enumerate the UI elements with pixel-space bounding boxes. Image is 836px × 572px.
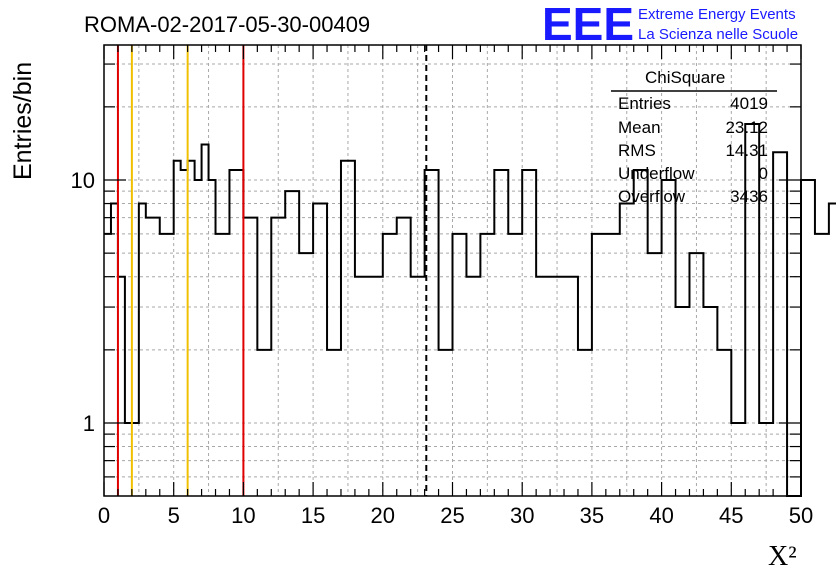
x-tick-label: 25 (440, 503, 464, 528)
stats-label: RMS (618, 141, 656, 160)
x-tick-label: 5 (168, 503, 180, 528)
histogram-series (104, 123, 836, 497)
stats-title: ChiSquare (645, 68, 725, 87)
x-tick-label: 35 (580, 503, 604, 528)
stats-value: 23.12 (725, 118, 768, 137)
logo-eee: EEE (542, 0, 634, 50)
chart-title: ROMA-02-2017-05-30-00409 (84, 12, 370, 37)
x-axis-label: X² (768, 541, 797, 572)
x-tick-label: 45 (719, 503, 743, 528)
stats-value: 14.31 (725, 141, 768, 160)
y-tick-label: 10 (71, 168, 95, 193)
logo-line-2: La Scienza nelle Scuole (638, 26, 798, 43)
logo-line-1: Extreme Energy Events (638, 6, 796, 23)
stats-label: Entries (618, 94, 671, 113)
stats-box: ChiSquare Entries 4019 Mean 23.12 RMS 14… (611, 68, 777, 206)
y-tick-label: 1 (83, 411, 95, 436)
stats-label: Overflow (618, 187, 686, 206)
logo: EEE Extreme Energy Events La Scienza nel… (542, 0, 798, 50)
x-tick-label: 10 (231, 503, 255, 528)
x-tick-label: 30 (510, 503, 534, 528)
x-tick-label: 20 (371, 503, 395, 528)
marker-lines (116, 45, 428, 496)
stats-value: 3436 (730, 187, 768, 206)
x-tick-label: 15 (301, 503, 325, 528)
y-axis-label: Entries/bin (9, 62, 37, 180)
stats-value: 4019 (730, 94, 768, 113)
x-tick-label: 40 (649, 503, 673, 528)
x-tick-labels: 0 5 10 15 20 25 30 35 40 45 50 (98, 503, 813, 528)
stats-label: Mean (618, 118, 661, 137)
x-tick-label: 0 (98, 503, 110, 528)
x-tick-label: 50 (789, 503, 813, 528)
axis-ticks (103, 45, 802, 496)
y-tick-labels: 1 10 (71, 168, 95, 436)
stats-label: Underflow (618, 164, 695, 183)
stats-value: 0 (759, 164, 768, 183)
